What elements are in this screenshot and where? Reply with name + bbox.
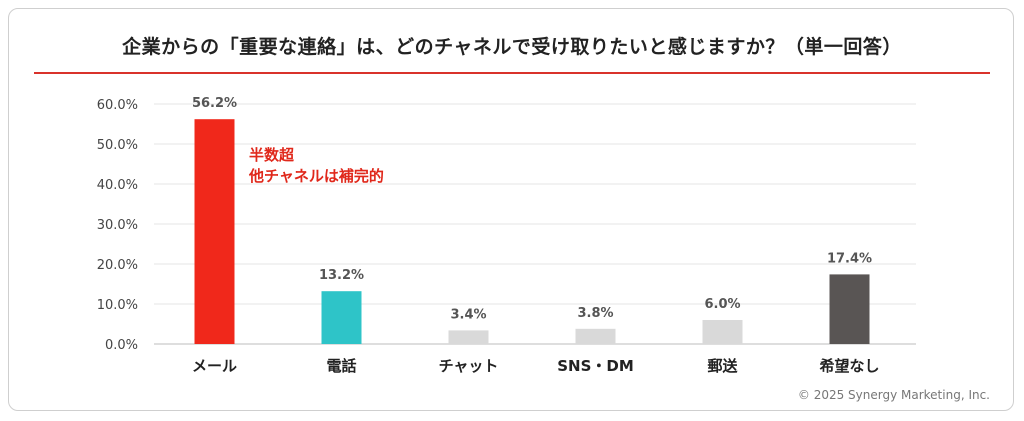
y-tick-label: 60.0% <box>97 98 138 113</box>
chart-title: 企業からの「重要な連絡」は、どのチャネルで受け取りたいと感じますか？（単一回答） <box>122 36 902 58</box>
y-tick-label: 20.0% <box>97 258 138 273</box>
data-label: 17.4% <box>827 251 872 266</box>
y-tick-label: 10.0% <box>97 298 138 313</box>
x-tick-label: チャット <box>439 357 499 375</box>
x-tick-label: 電話 <box>326 357 356 375</box>
data-label: 13.2% <box>319 268 364 283</box>
y-tick-label: 0.0% <box>105 338 138 353</box>
annotation-text: 他チャネルは補完的 <box>248 167 384 185</box>
data-label: 3.4% <box>450 307 486 322</box>
data-label: 56.2% <box>192 96 237 111</box>
data-label: 3.8% <box>577 306 613 321</box>
bar <box>829 274 870 344</box>
data-label: 6.0% <box>704 297 740 312</box>
annotation-text: 半数超 <box>249 146 295 164</box>
bar <box>702 320 743 344</box>
y-tick-label: 40.0% <box>97 178 138 193</box>
y-tick-label: 30.0% <box>97 218 138 233</box>
copyright-text: © 2025 Synergy Marketing, Inc. <box>797 388 990 402</box>
x-tick-label: 希望なし <box>819 357 879 375</box>
bar <box>448 330 489 344</box>
bar <box>321 291 362 344</box>
x-tick-label: 郵送 <box>707 357 738 375</box>
bar <box>575 328 616 344</box>
title-underline <box>34 72 990 74</box>
bar <box>194 119 235 344</box>
x-tick-label: メール <box>192 357 237 375</box>
y-tick-label: 50.0% <box>97 138 138 153</box>
x-tick-label: SNS・DM <box>557 357 634 375</box>
